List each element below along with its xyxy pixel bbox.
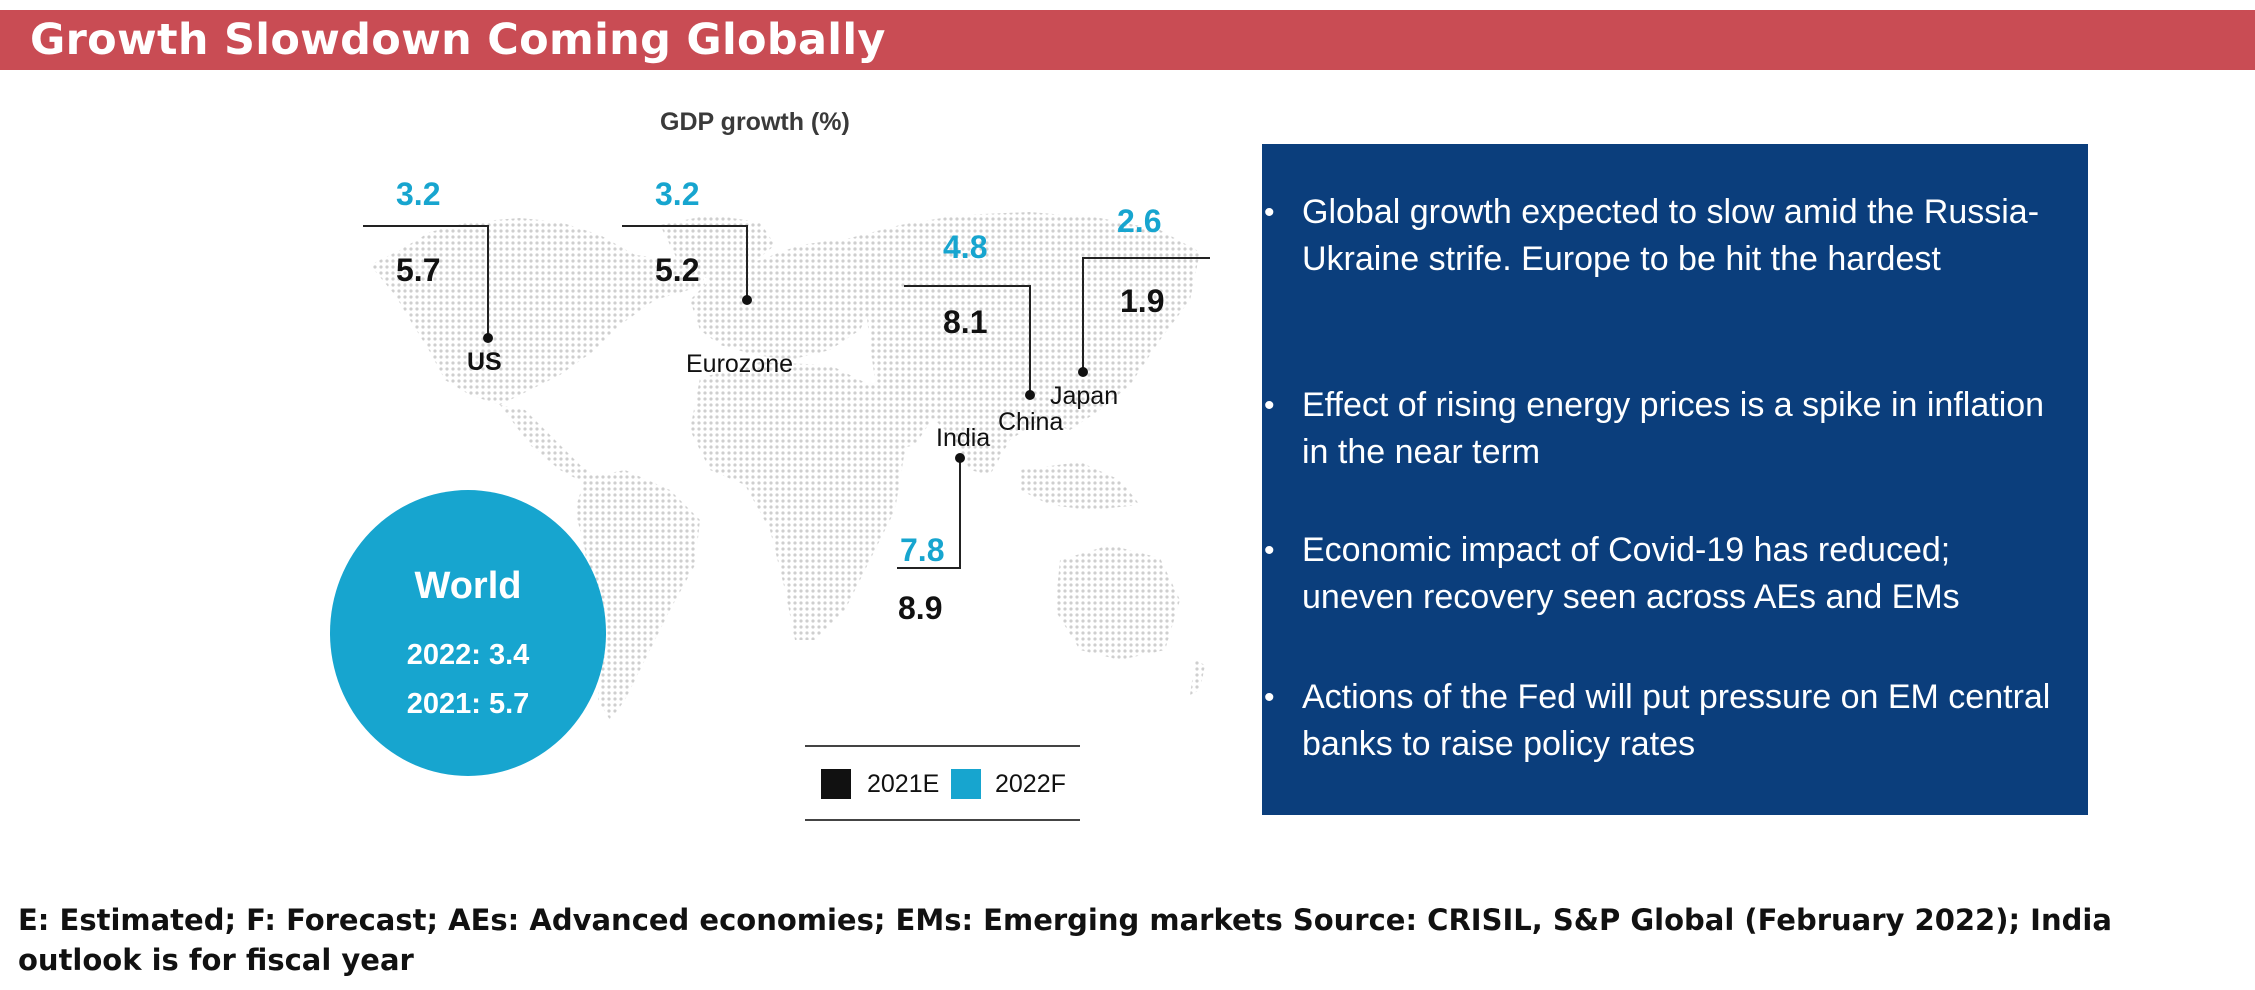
leader-line-japan — [1082, 257, 1210, 372]
bullet-dot-icon: • — [1264, 389, 1275, 422]
title-bar: Growth Slowdown Coming Globally — [0, 10, 2255, 70]
legend: 2021E 2022F — [805, 745, 1080, 821]
bullet-dot-icon: • — [1264, 534, 1275, 567]
legend-label-2021e: 2021E — [867, 770, 940, 798]
marker-india — [955, 453, 965, 463]
footnote: E: Estimated; F: Forecast; AEs: Advanced… — [18, 903, 2112, 977]
land-north-america — [370, 218, 705, 405]
land-new-zealand — [1190, 660, 1205, 695]
chart-title: GDP growth (%) — [660, 108, 850, 136]
japan-2022f-value: 2.6 — [1117, 203, 1162, 239]
legend-swatch-2022f — [951, 769, 981, 799]
bullet-item: • Effect of rising energy prices is a sp… — [1264, 382, 2062, 476]
world-circle — [330, 490, 606, 776]
bullet-item: • Global growth expected to slow amid th… — [1264, 189, 2062, 283]
leader-lines — [363, 225, 1210, 569]
bullet-text: Effect of rising energy prices is a spik… — [1302, 386, 2045, 471]
land-australia — [1055, 545, 1180, 660]
world-2021-value: 2021: 5.7 — [406, 688, 530, 720]
bullet-text: Global growth expected to slow amid the … — [1302, 193, 2040, 278]
key-points-panel: • Global growth expected to slow amid th… — [1262, 144, 2088, 815]
region-markers — [483, 295, 1088, 463]
leader-line-eurozone — [622, 225, 748, 300]
legend-label-2022f: 2022F — [995, 770, 1066, 798]
legend-swatch-2021e — [821, 769, 851, 799]
eurozone-2021e-value: 5.2 — [655, 252, 700, 288]
bullet-item: • Actions of the Fed will put pressure o… — [1264, 674, 2062, 768]
marker-us — [483, 333, 493, 343]
india-2022f-value: 7.8 — [900, 532, 945, 568]
region-label-china: China — [998, 408, 1064, 436]
region-label-eurozone: Eurozone — [686, 350, 794, 378]
china-2022f-value: 4.8 — [943, 229, 988, 265]
leader-line-us — [363, 225, 489, 338]
marker-eurozone — [742, 295, 752, 305]
bullet-text: Actions of the Fed will put pressure on … — [1302, 678, 2051, 763]
leader-line-china — [904, 285, 1031, 395]
land-south-america — [575, 470, 700, 720]
region-label-japan: Japan — [1050, 382, 1119, 410]
marker-china — [1025, 390, 1035, 400]
bullet-text: Economic impact of Covid-19 has reduced;… — [1302, 531, 1960, 616]
us-2022f-value: 3.2 — [396, 176, 441, 212]
land-africa — [690, 362, 905, 640]
region-label-india: India — [936, 424, 991, 452]
us-2021e-value: 5.7 — [396, 252, 441, 288]
bullet-dot-icon: • — [1264, 196, 1275, 229]
india-2021e-value: 8.9 — [898, 590, 943, 626]
leader-line-india — [897, 458, 961, 569]
land-se-asia — [1020, 462, 1140, 510]
world-label: World — [414, 565, 522, 607]
japan-2021e-value: 1.9 — [1120, 283, 1165, 319]
world-2022-value: 2022: 3.4 — [406, 639, 530, 671]
bullet-item: • Economic impact of Covid-19 has reduce… — [1264, 527, 2062, 621]
region-label-us: US — [467, 348, 502, 376]
land-europe — [690, 238, 880, 360]
land-asia — [850, 212, 1200, 475]
eurozone-2022f-value: 3.2 — [655, 176, 700, 212]
bullet-dot-icon: • — [1264, 681, 1275, 714]
marker-japan — [1078, 367, 1088, 377]
china-2021e-value: 8.1 — [943, 304, 988, 340]
land-central-america — [500, 405, 598, 485]
land-arabia — [870, 385, 935, 450]
page-title: Growth Slowdown Coming Globally — [30, 15, 886, 65]
